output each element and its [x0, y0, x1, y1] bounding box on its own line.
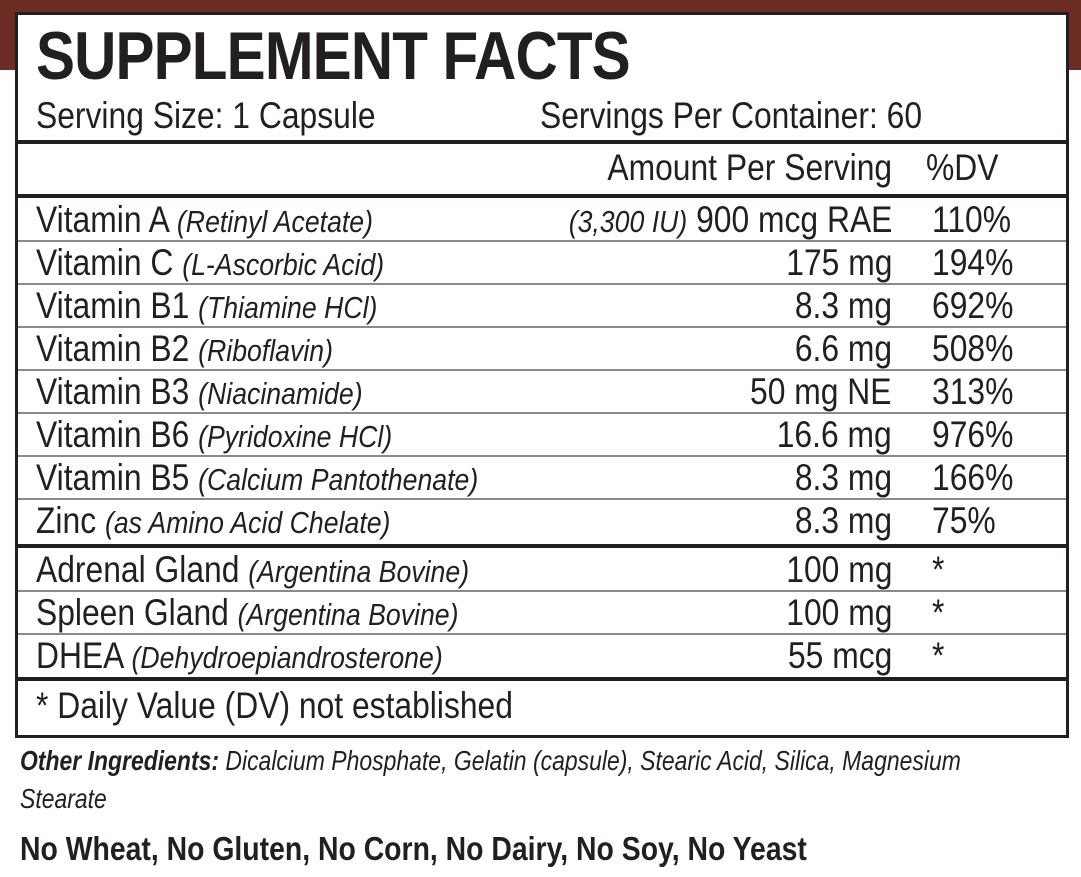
row-divider	[18, 498, 1066, 500]
nutrient-source: (Argentina Bovine)	[237, 597, 459, 632]
other-ingredients-text: Dicalcium Phosphate, Gelatin (capsule), …	[20, 745, 961, 814]
divider	[18, 140, 1066, 144]
dv-header: %DV	[926, 147, 999, 188]
row-divider	[18, 412, 1066, 414]
nutrient-source: (Thiamine HCl)	[198, 290, 378, 325]
nutrient-dv: 166%	[932, 457, 1014, 498]
nutrient-amount: 8.3 mg	[794, 285, 892, 326]
panel-title: SUPPLEMENT FACTS	[36, 18, 631, 94]
divider	[18, 194, 1066, 198]
nutrient-amount: 50 mg NE	[750, 371, 892, 412]
nutrient-source: (Pyridoxine HCl)	[198, 419, 393, 454]
nutrient-name: Zinc (as Amino Acid Chelate)	[36, 500, 391, 541]
divider	[18, 677, 1066, 681]
amount-note: (3,300 IU)	[568, 204, 687, 239]
nutrient-name: Vitamin B6 (Pyridoxine HCl)	[36, 414, 393, 455]
nutrient-dv: 110%	[932, 199, 1012, 240]
nutrient-dv: *	[932, 549, 945, 590]
other-ingredients-label: Other Ingredients:	[20, 745, 220, 776]
nutrient-source: (Riboflavin)	[198, 333, 333, 368]
nutrient-source: (Calcium Pantothenate)	[198, 462, 479, 497]
amount-header: Amount Per Serving	[607, 147, 892, 188]
nutrient-dv: 313%	[932, 371, 1014, 412]
divider	[18, 544, 1066, 548]
nutrient-name: Adrenal Gland (Argentina Bovine)	[36, 549, 470, 590]
row-divider	[18, 455, 1066, 457]
nutrient-source: (Niacinamide)	[198, 376, 363, 411]
nutrient-name: Vitamin B5 (Calcium Pantothenate)	[36, 457, 479, 498]
nutrient-dv: 75%	[932, 500, 996, 541]
row-divider	[18, 590, 1066, 592]
nutrient-source: (L-Ascorbic Acid)	[182, 247, 385, 282]
nutrient-name: Vitamin B3 (Niacinamide)	[36, 371, 363, 412]
supplement-facts-panel: SUPPLEMENT FACTS Serving Size: 1 Capsule…	[15, 12, 1069, 738]
nutrient-source: (Argentina Bovine)	[248, 554, 470, 589]
nutrient-amount: 16.6 mg	[777, 414, 892, 455]
nutrient-dv: 976%	[932, 414, 1014, 455]
footnote-text: * Daily Value (DV) not established	[36, 685, 513, 726]
row-divider	[18, 633, 1066, 635]
other-ingredients: Other Ingredients: Dicalcium Phosphate, …	[20, 742, 1060, 818]
nutrient-amount: 100 mg	[785, 592, 892, 633]
row-divider	[18, 283, 1066, 285]
nutrient-amount: 175 mg	[785, 242, 892, 283]
nutrient-dv: 194%	[932, 242, 1014, 283]
nutrient-amount: (3,300 IU) 900 mcg RAE	[568, 199, 892, 240]
row-divider	[18, 326, 1066, 328]
nutrient-amount: 8.3 mg	[794, 457, 892, 498]
nutrient-name: DHEA (Dehydroepiandrosterone)	[36, 635, 443, 676]
nutrient-amount: 6.6 mg	[794, 328, 892, 369]
nutrient-source: (Dehydroepiandrosterone)	[131, 640, 443, 675]
servings-per-container: Servings Per Container: 60	[540, 95, 923, 136]
nutrient-amount: 100 mg	[785, 549, 892, 590]
nutrient-amount: 8.3 mg	[794, 500, 892, 541]
nutrient-name: Vitamin C (L-Ascorbic Acid)	[36, 242, 385, 283]
serving-size: Serving Size: 1 Capsule	[36, 95, 376, 136]
nutrient-name: Spleen Gland (Argentina Bovine)	[36, 592, 459, 633]
row-divider	[18, 369, 1066, 371]
nutrient-dv: *	[932, 592, 945, 633]
allergen-statement: No Wheat, No Gluten, No Corn, No Dairy, …	[20, 830, 807, 867]
nutrient-dv: 692%	[932, 285, 1014, 326]
row-divider	[18, 240, 1066, 242]
nutrient-source: (as Amino Acid Chelate)	[104, 505, 391, 540]
nutrient-dv: *	[932, 635, 945, 676]
nutrient-dv: 508%	[932, 328, 1014, 369]
nutrient-name: Vitamin B1 (Thiamine HCl)	[36, 285, 378, 326]
nutrient-source: (Retinyl Acetate)	[176, 204, 374, 239]
nutrient-amount: 55 mcg	[787, 635, 892, 676]
nutrient-name: Vitamin B2 (Riboflavin)	[36, 328, 333, 369]
nutrient-name: Vitamin A (Retinyl Acetate)	[36, 199, 374, 240]
